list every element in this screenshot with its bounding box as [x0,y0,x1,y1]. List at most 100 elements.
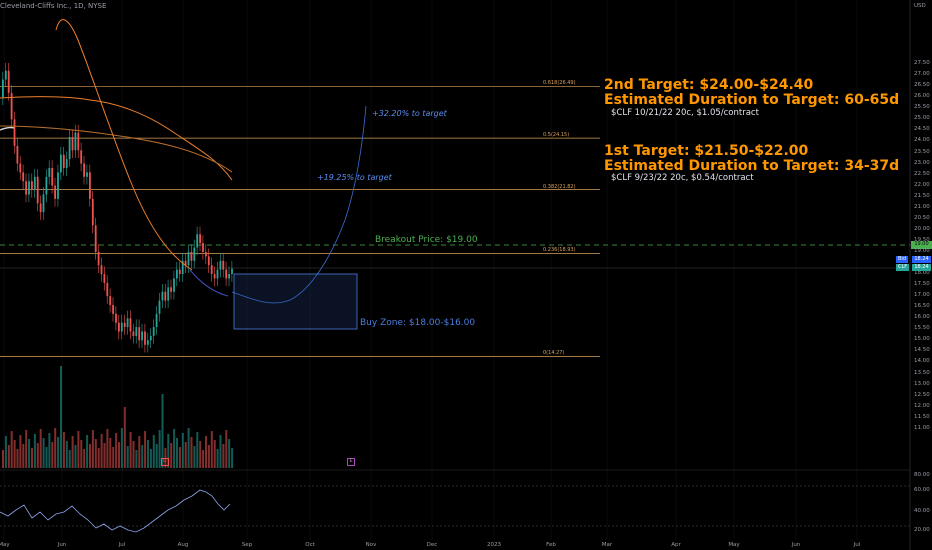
candle-body [222,260,225,270]
oscillator-panel [0,469,910,533]
volume-bar [48,433,51,468]
price-tick: 15.50 [914,325,930,332]
target2-option[interactable]: $CLF 10/21/22 20c, $1.05/contract [611,108,759,118]
volume-bar [25,430,28,468]
candle-body [45,176,48,195]
volume-bar [62,432,65,468]
target1-duration[interactable]: Estimated Duration to Target: 34-37d [604,158,900,174]
candle-body [187,251,190,266]
candle-body [199,234,201,244]
time-tick: Jul [853,542,861,548]
target2-duration[interactable]: Estimated Duration to Target: 60-65d [604,92,900,108]
candle-body [184,260,187,266]
volume-bar [187,428,190,468]
price-tick: 23.00 [914,159,930,166]
price-tick: 15.00 [914,336,930,343]
price-tick: 16.00 [914,314,930,321]
candle-body [109,296,112,305]
volume-bar [31,448,33,468]
price-tick: 25.00 [914,115,930,122]
candle-body [167,287,170,301]
candle-body [42,194,45,213]
candle-body [77,132,80,151]
target1-percent-label[interactable]: +19.25% to target [317,173,392,182]
fib-label: 0.382(21.82) [543,183,576,190]
time-tick: Jun [791,542,801,548]
volume-bar [94,439,97,468]
candle-body [155,313,158,328]
volume-bar [19,435,22,468]
moving-average-fast [0,96,233,181]
clf-badge-value: 18.24 [912,264,931,271]
candle-body [54,185,56,199]
price-tick: 24.00 [914,137,930,144]
candle-body [161,291,164,301]
candle-body [13,119,16,146]
volume-bar [228,439,231,468]
volume-bar [135,450,138,468]
volume-bar [103,443,106,468]
candle-body [158,300,161,314]
time-tick: Apr [671,542,681,548]
price-tick: 20.00 [914,225,930,232]
candle-body [205,251,207,257]
projection-curve[interactable] [231,105,367,304]
price-tick: 16.50 [914,303,930,310]
volume-bar [80,440,83,468]
candle-body [115,313,117,323]
fib-label: 0.236(18.93) [543,247,576,254]
volume-bar [42,438,45,468]
candle-body [97,251,100,266]
volume-marker-d[interactable]: D [161,458,169,466]
volume-bar [222,444,225,468]
candle-body [207,256,210,266]
target2-title[interactable]: 2nd Target: $24.00-$24.40 [604,77,814,93]
price-tick: 22.50 [914,170,930,177]
candle-body [120,322,123,332]
price-tick: 24.50 [914,126,930,133]
volume-bar [4,436,7,468]
breakout-label[interactable]: Breakout Price: $19.00 [375,235,478,245]
volume-bar [216,449,219,468]
bid-badge-value: 18.24 [912,256,931,263]
price-tick: 21.50 [914,192,930,199]
volume-bar [144,431,147,468]
volume-bar [2,450,4,468]
price-tick: 12.00 [914,402,930,409]
time-tick: May [728,542,740,548]
candlesticks [2,62,233,353]
volume-bar [126,446,129,468]
target1-option[interactable]: $CLF 9/23/22 20c, $0.54/contract [611,173,754,183]
candle-body [152,327,155,336]
symbol-header[interactable]: Cleveland-Cliffs Inc., 1D, NYSE [0,2,107,10]
fib-retracement-lines[interactable] [0,86,600,357]
volume-bar [213,440,216,468]
time-tick: Sep [241,542,253,548]
price-tick: 22.00 [914,181,930,188]
buy-zone-box[interactable] [233,273,358,330]
buy-zone-label[interactable]: Buy Zone: $18.00-$16.00 [360,318,476,328]
candle-body [219,260,222,270]
candle-body [16,145,19,164]
time-tick: Nov [365,542,377,548]
target2-percent-label[interactable]: +32.20% to target [372,109,447,118]
volume-bar [74,445,77,468]
price-tick: 27.50 [914,60,930,67]
price-tick: 20.50 [914,214,930,221]
price-tick: 17.50 [914,281,930,288]
candle-body [196,234,199,248]
target1-title[interactable]: 1st Target: $21.50-$22.00 [604,143,809,159]
volume-bar [176,438,178,468]
volume-bar [91,430,94,468]
candle-body [135,327,138,336]
oscillator-tick: 60.00 [914,487,930,493]
fib-label: 0.5(24.15) [543,132,570,139]
price-tick: 13.00 [914,380,930,387]
candle-body [132,331,135,336]
price-tick: 19.50 [914,236,930,243]
volume-bar [100,434,103,468]
volume-marker-e[interactable]: E [347,458,355,466]
volume-bar [184,442,187,468]
candle-body [25,181,27,195]
